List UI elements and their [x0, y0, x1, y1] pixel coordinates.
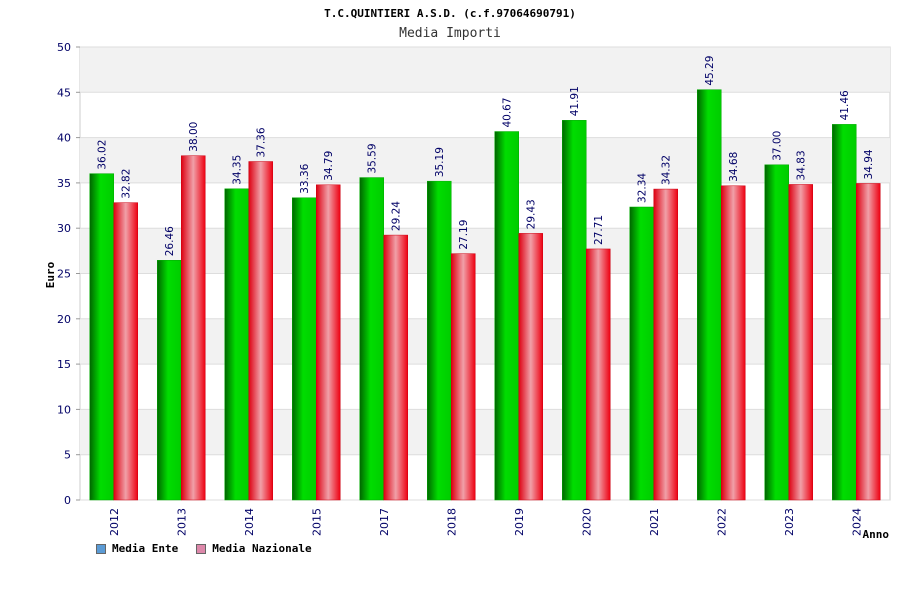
bar-value-label: 34.83: [796, 150, 808, 180]
bar-value-label: 34.94: [863, 149, 875, 179]
bar-media-nazionale: [113, 202, 138, 501]
x-tick-label: 2022: [715, 508, 728, 536]
grid-band: [80, 228, 890, 274]
bar-media-ente: [562, 120, 587, 501]
legend: Media Ente Media Nazionale: [96, 542, 312, 555]
bar-value-label: 40.67: [502, 97, 514, 127]
bar-value-label: 26.46: [164, 226, 176, 256]
y-tick-label: 50: [57, 41, 71, 54]
bar-media-ente: [494, 131, 519, 501]
y-tick-label: 20: [57, 313, 71, 326]
bar-value-label: 33.36: [299, 163, 311, 193]
bar-media-nazionale: [653, 188, 678, 501]
bar-media-ente: [832, 124, 857, 501]
grid-band: [80, 409, 890, 455]
x-tick-label: 2015: [310, 508, 323, 536]
x-tick-label: 2021: [648, 508, 661, 536]
x-tick-label: 2019: [513, 508, 526, 536]
bar-value-label: 41.46: [839, 90, 851, 120]
y-tick-label: 10: [57, 403, 71, 416]
bar-value-label: 41.91: [569, 86, 581, 116]
legend-swatch-nazionale: [196, 543, 207, 554]
bar-value-label: 45.29: [704, 56, 716, 86]
bar-value-label: 34.68: [728, 152, 740, 182]
gridlines: [76, 46, 890, 501]
bar-value-label: 32.34: [637, 173, 649, 203]
bar-media-ente: [764, 164, 789, 501]
x-tick-label: 2013: [175, 508, 188, 536]
bar-media-nazionale: [383, 234, 408, 501]
bar-value-label: 35.19: [434, 147, 446, 177]
x-tick-label: 2024: [850, 508, 863, 536]
y-tick-label: 15: [57, 358, 71, 371]
grid-band: [80, 47, 890, 93]
bar-value-label: 35.59: [367, 143, 379, 173]
bar-value-label: 34.79: [323, 151, 335, 181]
bar-media-nazionale: [518, 233, 543, 501]
x-tick-label: 2012: [108, 508, 121, 536]
x-tick-label: 2018: [445, 508, 458, 536]
bar-media-ente: [629, 206, 654, 501]
bar-media-nazionale: [181, 155, 206, 501]
legend-item-nazionale: Media Nazionale: [196, 542, 312, 555]
y-tick-label: 30: [57, 222, 71, 235]
y-tick-label: 35: [57, 177, 71, 190]
bar-media-ente: [292, 197, 317, 501]
bar-media-ente: [697, 89, 722, 501]
bar-value-label: 32.82: [121, 169, 133, 199]
y-tick-label: 45: [57, 86, 71, 99]
grid-band: [80, 137, 890, 183]
bar-media-ente: [89, 173, 114, 501]
bar-value-label: 29.43: [526, 199, 538, 229]
y-axis-ticks: 0 5 10 15 20 25 30 35 40 45 50: [57, 41, 71, 507]
x-tick-label: 2014: [243, 508, 256, 536]
legend-swatch-ente: [96, 543, 106, 554]
bar-value-label: 37.00: [772, 131, 784, 161]
bar-media-nazionale: [316, 184, 341, 501]
bar-value-label: 37.36: [256, 127, 268, 157]
legend-label-ente: Media Ente: [112, 542, 179, 555]
x-tick-label: 2017: [378, 508, 391, 536]
x-axis-ticks: 2012 2013 2014 2015 2017 2018 2019 2020 2021 2022…: [108, 508, 864, 536]
bar-media-ente: [224, 188, 249, 501]
bar-media-nazionale: [248, 161, 273, 501]
chart-title: T.C.QUINTIERI A.S.D. (c.f.97064690791): [324, 7, 576, 20]
chart-subtitle: Media Importi: [399, 26, 501, 41]
bar-media-nazionale: [788, 184, 813, 501]
y-tick-label: 25: [57, 268, 71, 281]
bar-value-label: 29.24: [391, 201, 403, 231]
y-tick-label: 5: [64, 449, 71, 462]
y-axis-label: Euro: [44, 261, 57, 288]
bar-value-label: 38.00: [188, 122, 200, 152]
bar-media-nazionale: [586, 248, 611, 501]
bar-value-label: 36.02: [97, 140, 109, 170]
x-tick-label: 2020: [580, 508, 593, 536]
bar-value-label: 34.32: [661, 155, 673, 185]
bar-media-ente: [359, 177, 384, 501]
y-tick-label: 0: [64, 494, 71, 507]
bar-value-label: 27.71: [593, 215, 605, 245]
legend-item-ente: Media Ente: [96, 542, 178, 555]
bars: [89, 89, 881, 501]
x-tick-label: 2023: [783, 508, 796, 536]
grid-band: [80, 318, 890, 365]
bar-media-nazionale: [856, 183, 881, 501]
x-axis-label: Anno: [863, 528, 890, 541]
legend-label-nazionale: Media Nazionale: [212, 542, 312, 555]
bar-media-ente: [427, 180, 452, 501]
bar-media-ente: [157, 260, 182, 501]
y-tick-label: 40: [57, 132, 71, 145]
bar-value-label: 27.19: [458, 220, 470, 250]
bar-media-nazionale: [451, 253, 476, 501]
bar-labels: 36.02 32.82 26.46 38.00 34.35 37.36 33.36 34.79…: [97, 56, 876, 257]
bar-media-nazionale: [721, 185, 746, 501]
bar-value-label: 34.35: [232, 155, 244, 185]
